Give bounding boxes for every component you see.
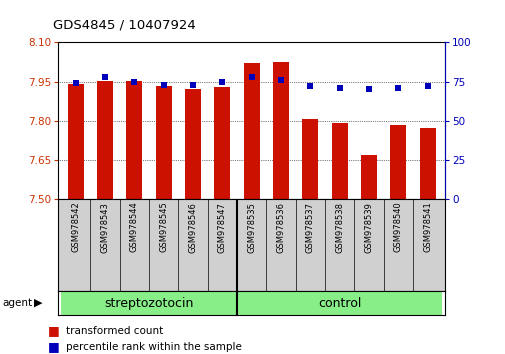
Bar [185,88,201,199]
Bar [331,123,347,199]
Text: GSM978543: GSM978543 [100,202,110,253]
Text: streptozotocin: streptozotocin [104,297,193,309]
Text: GSM978540: GSM978540 [393,202,402,252]
Bar [419,128,435,199]
Text: GSM978536: GSM978536 [276,202,285,253]
Text: GSM978544: GSM978544 [130,202,139,252]
Bar [214,87,230,199]
Bar [97,81,113,199]
Text: GSM978535: GSM978535 [247,202,256,253]
Text: GSM978538: GSM978538 [334,202,343,253]
Text: ▶: ▶ [34,298,43,308]
Bar [389,125,406,199]
Text: GSM978537: GSM978537 [306,202,314,253]
Bar [360,155,376,199]
Bar [273,62,288,199]
Text: ■: ■ [48,341,60,353]
Text: agent: agent [3,298,33,308]
Text: percentile rank within the sample: percentile rank within the sample [66,342,241,352]
Text: GSM978539: GSM978539 [364,202,373,253]
Bar [156,86,172,199]
Bar [243,63,259,199]
Text: GSM978547: GSM978547 [218,202,226,253]
Bar [301,119,318,199]
Text: GSM978541: GSM978541 [422,202,431,252]
Bar [68,84,84,199]
Bar [61,291,237,315]
Text: GDS4845 / 10407924: GDS4845 / 10407924 [53,19,195,32]
Text: ■: ■ [48,325,60,337]
Text: transformed count: transformed count [66,326,163,336]
Text: GSM978546: GSM978546 [188,202,197,253]
Bar [126,81,142,199]
Text: GSM978545: GSM978545 [159,202,168,252]
Bar [237,291,441,315]
Text: GSM978542: GSM978542 [71,202,80,252]
Text: control: control [318,297,361,309]
